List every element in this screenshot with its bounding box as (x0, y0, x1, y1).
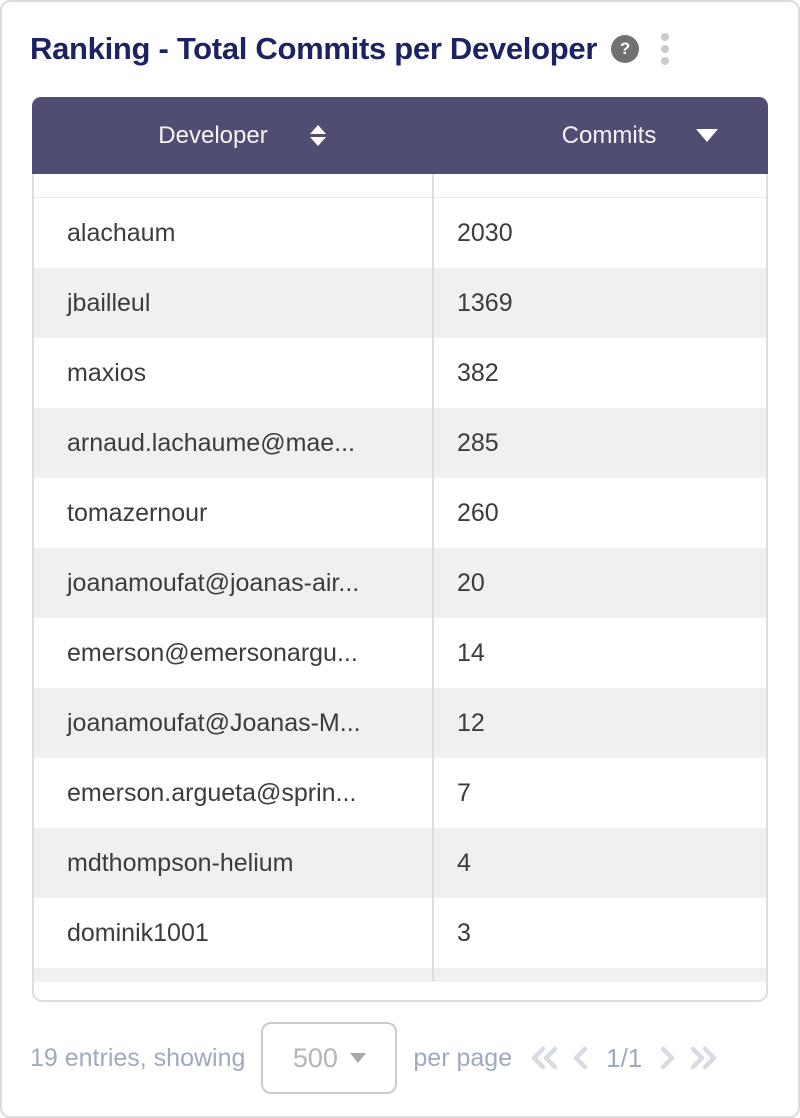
table-row: tomazernour 260 (34, 478, 766, 548)
developer-cell: maxios (67, 358, 147, 387)
column-header-developer[interactable]: Developer (32, 97, 432, 174)
page-indicator: 1/1 (606, 1042, 643, 1073)
commits-cell: 4 (457, 848, 471, 877)
widget-title: Ranking - Total Commits per Developer (30, 31, 598, 66)
sort-descending-icon (696, 129, 719, 142)
table-row: jbailleul 1369 (34, 268, 766, 338)
table-header-row: Developer Commits (32, 97, 768, 174)
table-row: emerson@emersonargu... 14 (34, 618, 766, 688)
commits-cell: 7 (457, 778, 471, 807)
developer-cell: alachaum (67, 218, 176, 247)
commits-column-label: Commits (561, 121, 657, 149)
first-page-icon[interactable] (528, 1043, 562, 1073)
commits-cell: 260 (457, 498, 499, 527)
commits-cell: 12 (457, 708, 485, 737)
table-row: dominik1001 3 (34, 898, 766, 968)
kebab-menu-icon[interactable] (659, 31, 671, 67)
developer-cell: emerson.argueta@sprin... (67, 778, 357, 807)
widget-header: Ranking - Total Commits per Developer ? (2, 2, 798, 72)
sort-down-triangle-icon (309, 137, 326, 146)
table-body: alachaum 2030 jbailleul 1369 maxios 382 … (32, 174, 768, 1002)
developer-cell: tomazernour (67, 498, 208, 527)
pager-controls: 1/1 (528, 1043, 720, 1074)
developer-cell: dominik1001 (67, 918, 209, 947)
table-row: joanamoufat@Joanas-M... 12 (34, 688, 766, 758)
help-icon[interactable]: ? (611, 35, 640, 63)
developer-cell: mdthompson-helium (67, 848, 294, 877)
table-row: mdthompson-helium 4 (34, 828, 766, 898)
kebab-dot (661, 57, 670, 65)
commits-cell: 1369 (457, 288, 513, 317)
sort-both-icon (309, 125, 326, 146)
pagination-footer: 19 entries, showing 500 per page 1/1 (2, 1002, 798, 1094)
table-row: emerson.argueta@sprin... 7 (34, 758, 766, 828)
page-size-value: 500 (292, 1042, 338, 1073)
table-scroll-area[interactable]: alachaum 2030 jbailleul 1369 maxios 382 … (34, 197, 766, 982)
developer-cell: jbailleul (67, 288, 151, 317)
sort-up-triangle-icon (309, 125, 326, 134)
previous-page-icon[interactable] (570, 1043, 592, 1073)
column-header-commits[interactable]: Commits (432, 97, 768, 174)
clipped-next-row (34, 968, 766, 982)
developer-cell: joanamoufat@joanas-air... (67, 568, 360, 597)
commits-cell: 20 (457, 568, 485, 597)
kebab-dot (661, 45, 670, 53)
table-rows: alachaum 2030 jbailleul 1369 maxios 382 … (34, 198, 766, 968)
kebab-dot (661, 33, 670, 41)
developer-cell: arnaud.lachaume@mae... (67, 428, 356, 457)
page-size-dropdown[interactable]: 500 (261, 1022, 398, 1094)
table-row: joanamoufat@joanas-air... 20 (34, 548, 766, 618)
commits-cell: 2030 (457, 218, 513, 247)
last-page-icon[interactable] (686, 1043, 720, 1073)
developer-column-label: Developer (158, 121, 268, 149)
entries-count-text: 19 entries, showing (30, 1043, 246, 1072)
table-row: arnaud.lachaume@mae... 285 (34, 408, 766, 478)
table-row: maxios 382 (34, 338, 766, 408)
commits-cell: 14 (457, 638, 485, 667)
next-page-icon[interactable] (656, 1043, 678, 1073)
dropdown-caret-icon (349, 1053, 366, 1063)
developer-cell: joanamoufat@Joanas-M... (67, 708, 361, 737)
developer-cell: emerson@emersonargu... (67, 638, 358, 667)
table-row: alachaum 2030 (34, 198, 766, 268)
commits-cell: 382 (457, 358, 499, 387)
column-divider (432, 174, 434, 981)
commits-cell: 285 (457, 428, 499, 457)
per-page-label: per page (413, 1043, 513, 1072)
commits-cell: 3 (457, 918, 471, 947)
